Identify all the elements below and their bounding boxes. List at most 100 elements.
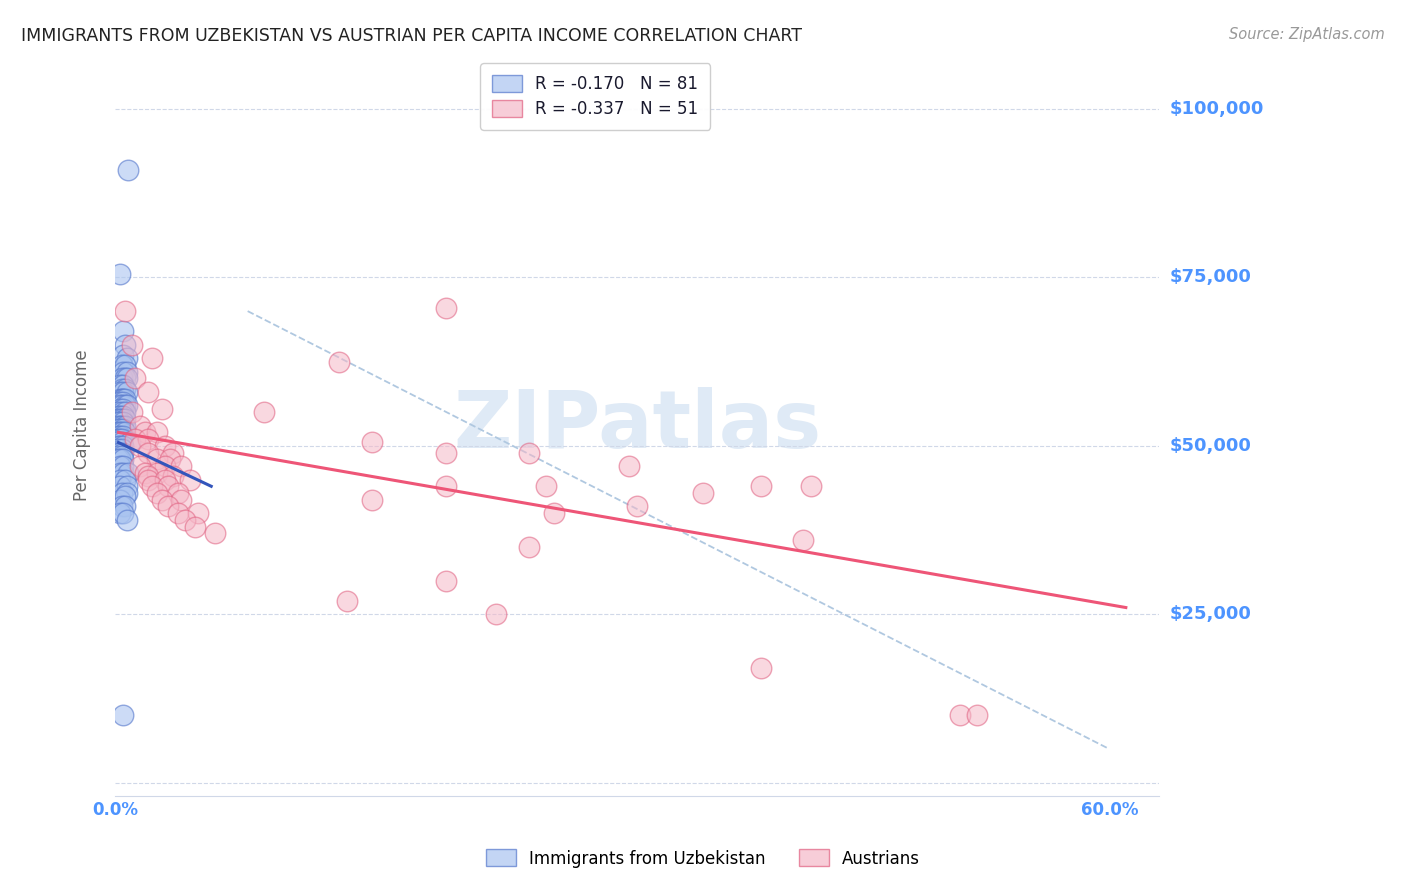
Point (112, 378, 135, 392)
Point (118, 435, 141, 450)
Point (115, 365, 138, 379)
Point (183, 519, 205, 533)
Point (107, 445, 129, 459)
Point (136, 473, 159, 487)
Point (534, 479, 557, 493)
Point (114, 382, 136, 396)
Point (153, 473, 176, 487)
Point (111, 412, 134, 426)
Point (436, 574, 458, 588)
Point (107, 449, 129, 463)
Point (107, 409, 129, 423)
Point (114, 399, 136, 413)
Point (617, 458, 640, 473)
Point (112, 422, 135, 436)
Point (111, 418, 134, 433)
Point (111, 425, 134, 440)
Point (436, 301, 458, 315)
Point (108, 412, 131, 426)
Point (134, 425, 156, 440)
Point (111, 432, 134, 446)
Point (800, 479, 823, 493)
Point (129, 439, 152, 453)
Point (111, 449, 134, 463)
Point (170, 458, 193, 473)
Point (107, 452, 129, 467)
Point (108, 399, 131, 413)
Point (111, 399, 134, 413)
Point (108, 445, 131, 459)
Point (107, 405, 129, 419)
Point (108, 458, 131, 473)
Point (112, 395, 135, 409)
Point (115, 486, 138, 500)
Point (114, 358, 136, 372)
Point (112, 429, 135, 443)
Point (436, 445, 458, 459)
Point (111, 435, 134, 450)
Point (145, 452, 167, 467)
Point (107, 412, 129, 426)
Point (153, 439, 176, 453)
Point (145, 425, 167, 440)
Point (328, 354, 350, 368)
Point (112, 392, 135, 406)
Point (162, 469, 184, 483)
Point (108, 401, 131, 416)
Point (112, 466, 135, 480)
Point (145, 466, 167, 480)
Point (108, 425, 131, 440)
Point (108, 409, 131, 423)
Point (136, 432, 159, 446)
Point (141, 351, 163, 366)
Point (167, 486, 190, 500)
Point (112, 401, 135, 416)
Point (792, 533, 814, 548)
Point (124, 371, 146, 385)
Legend: R = -0.170   N = 81, R = -0.337   N = 51: R = -0.170 N = 81, R = -0.337 N = 51 (481, 63, 710, 130)
Point (517, 540, 540, 554)
Point (112, 506, 135, 520)
Point (145, 486, 167, 500)
Point (966, 708, 988, 723)
Point (108, 466, 131, 480)
Point (136, 384, 159, 399)
Point (111, 405, 134, 419)
Point (108, 439, 131, 453)
Point (112, 439, 135, 453)
Point (111, 358, 134, 372)
Point (153, 458, 176, 473)
Point (114, 371, 136, 385)
Point (115, 371, 138, 385)
Point (107, 415, 129, 429)
Point (108, 473, 131, 487)
Point (107, 439, 129, 453)
Point (336, 594, 359, 608)
Point (111, 442, 134, 457)
Text: $100,000: $100,000 (1170, 100, 1264, 118)
Point (167, 506, 190, 520)
Point (150, 492, 173, 507)
Point (107, 422, 129, 436)
Point (436, 479, 458, 493)
Legend: Immigrants from Uzbekistan, Austrians: Immigrants from Uzbekistan, Austrians (474, 838, 932, 880)
Point (108, 384, 131, 399)
Point (179, 473, 201, 487)
Point (159, 452, 181, 467)
Point (112, 458, 135, 473)
Point (108, 506, 131, 520)
Point (108, 432, 131, 446)
Text: $25,000: $25,000 (1170, 606, 1251, 624)
Point (111, 392, 134, 406)
Point (115, 351, 138, 366)
Point (141, 479, 163, 493)
Point (107, 432, 129, 446)
Point (129, 458, 152, 473)
Point (170, 492, 193, 507)
Text: $75,000: $75,000 (1170, 268, 1251, 286)
Point (117, 466, 139, 480)
Point (157, 479, 180, 493)
Text: $50,000: $50,000 (1170, 437, 1251, 455)
Point (112, 708, 135, 723)
Point (361, 492, 384, 507)
